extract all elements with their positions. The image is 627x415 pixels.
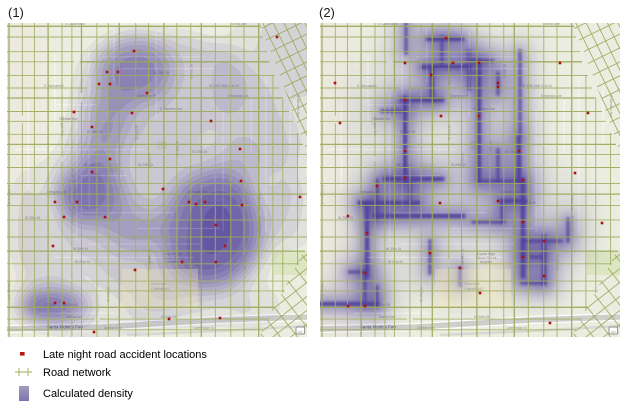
svg-text:W 21st St: W 21st St	[537, 84, 552, 88]
svg-text:S Catalina St: S Catalina St	[65, 22, 85, 26]
svg-text:(2): (2)	[319, 5, 335, 20]
svg-text:Menlo Ave: Menlo Ave	[544, 22, 560, 26]
svg-text:Kenwood Ave: Kenwood Ave	[541, 94, 562, 98]
svg-text:Denker Ave: Denker Ave	[417, 326, 435, 330]
svg-text:Road network: Road network	[43, 367, 111, 379]
svg-text:Santa Monica Fwy: Santa Monica Fwy	[360, 325, 397, 330]
svg-text:Late night road accident locat: Late night road accident locations	[43, 349, 207, 361]
svg-text:Cambridge St: Cambridge St	[506, 326, 527, 330]
svg-text:S Normandie: S Normandie	[44, 84, 64, 88]
svg-text:Calculated density: Calculated density	[43, 388, 133, 400]
svg-text:W 25th St: W 25th St	[338, 216, 353, 220]
svg-text:S Western Ave: S Western Ave	[609, 95, 613, 117]
svg-text:(1): (1)	[8, 5, 24, 20]
svg-text:W 24th St: W 24th St	[474, 315, 489, 319]
